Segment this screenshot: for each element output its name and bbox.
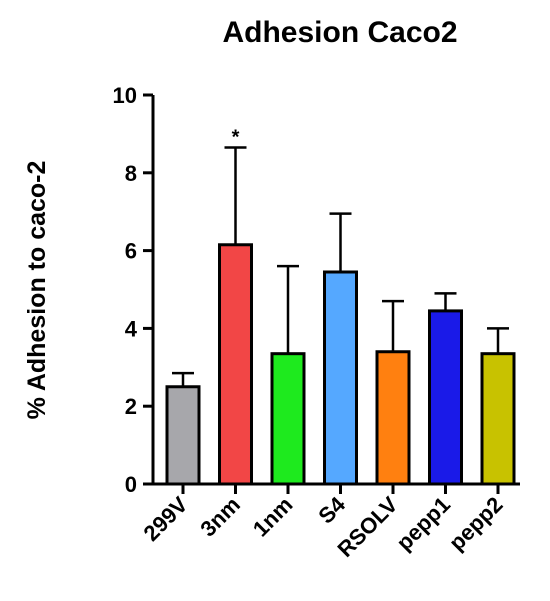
y-tick-label: 4	[125, 316, 138, 341]
bars-group: *	[165, 127, 516, 486]
bar-pepp2	[480, 352, 516, 486]
y-tick-label: 10	[113, 83, 137, 108]
y-axis-label: % Adhesion to caco-2	[23, 161, 51, 420]
category-label-S4: S4	[313, 491, 350, 528]
y-tick-label: 6	[125, 239, 137, 264]
y-tick-label: 2	[125, 394, 137, 419]
category-label-RSOLV: RSOLV	[332, 492, 402, 562]
bar-3nm	[218, 243, 253, 486]
bar-pepp1	[428, 309, 463, 486]
bar-RSOLV	[375, 350, 411, 486]
y-axis: 0 2 4 6 8 10	[113, 83, 155, 497]
y-tick-label: 0	[125, 472, 137, 497]
category-label-pepp2: pepp2	[444, 492, 507, 555]
category-label-3nm: 3nm	[195, 492, 245, 542]
category-label-1nm: 1nm	[248, 492, 298, 542]
bar-S4	[323, 270, 358, 486]
significance-marker: *	[232, 127, 240, 149]
category-label-pepp1: pepp1	[392, 492, 455, 555]
bar-299V	[165, 385, 201, 486]
bar-1nm	[270, 352, 306, 486]
category-label-299V: 299V	[139, 492, 193, 546]
y-tick-label: 8	[125, 161, 137, 186]
chart-title: Adhesion Caco2	[222, 16, 457, 49]
